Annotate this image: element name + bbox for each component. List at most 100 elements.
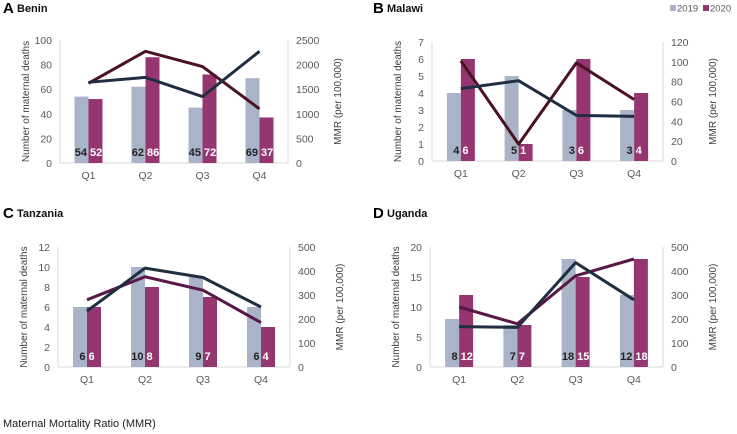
bar-2019 xyxy=(562,110,577,161)
legend-swatch-2020 xyxy=(703,5,709,11)
data-label-2020: 1 xyxy=(520,145,526,157)
y2-tick-label: 120 xyxy=(671,37,689,49)
y2-tick-label: 500 xyxy=(671,242,689,254)
data-label-2020: 72 xyxy=(204,147,216,159)
y-tick-label: 60 xyxy=(40,84,52,96)
panel-benin: A Benin02040608010005001000150020002500Nu… xyxy=(3,0,344,182)
y-tick-label: 6 xyxy=(418,54,424,66)
y2-tick-label: 20 xyxy=(671,136,683,148)
y-tick-label: 40 xyxy=(40,109,52,121)
x-tick-label: Q2 xyxy=(510,374,524,386)
x-tick-label: Q2 xyxy=(138,170,152,182)
x-tick-label: Q4 xyxy=(254,374,268,386)
x-tick-label: Q1 xyxy=(80,374,94,386)
y2-tick-label: 300 xyxy=(298,290,316,302)
panel-tanzania: C Tanzania0246810120100200300400500Number… xyxy=(3,205,346,386)
bar-2020 xyxy=(145,57,160,163)
panel-letter: A xyxy=(3,0,14,17)
x-tick-label: Q4 xyxy=(252,170,266,182)
y2-tick-label: 100 xyxy=(671,338,689,350)
bar-2020 xyxy=(633,259,648,367)
x-tick-label: Q4 xyxy=(627,374,641,386)
bar-2019 xyxy=(131,267,145,367)
y2-tick-label: 40 xyxy=(671,116,683,128)
data-label-2019: 18 xyxy=(562,351,574,363)
y-tick-label: 3 xyxy=(418,105,424,117)
data-label-2019: 6 xyxy=(253,351,259,363)
panel-title: Tanzania xyxy=(17,208,64,220)
bar-2020 xyxy=(517,325,532,367)
y-tick-label: 4 xyxy=(418,88,424,100)
bar-2020 xyxy=(460,59,475,161)
y2-tick-label: 200 xyxy=(298,314,316,326)
y2-tick-label: 60 xyxy=(671,97,683,109)
y2-tick-label: 100 xyxy=(298,338,316,350)
mmr-line-2020 xyxy=(458,257,635,326)
bar-2019 xyxy=(503,325,518,367)
legend-label: 2020 xyxy=(710,4,731,15)
legend-swatch-2019 xyxy=(670,5,676,11)
y2-tick-label: 1000 xyxy=(296,109,320,121)
mmr-line-2019 xyxy=(459,261,635,329)
data-label-2020: 86 xyxy=(147,147,159,159)
y2-tick-label: 0 xyxy=(671,362,677,374)
bar-2020 xyxy=(459,295,474,367)
bar-2020 xyxy=(634,93,649,161)
x-tick-label: Q4 xyxy=(627,168,641,180)
panel-title: Uganda xyxy=(387,208,428,220)
y-tick-label: 0 xyxy=(46,158,52,170)
data-label-2020: 8 xyxy=(147,351,153,363)
y2-tick-label: 2500 xyxy=(296,35,320,47)
y-tick-label: 7 xyxy=(418,37,424,49)
x-tick-label: Q2 xyxy=(138,374,152,386)
bar-2019 xyxy=(446,93,461,161)
panel-title: Benin xyxy=(17,3,48,15)
mmr-line-2020 xyxy=(86,275,262,324)
panel-letter: C xyxy=(3,205,14,222)
bar-2019 xyxy=(188,107,203,163)
legend-label: 2019 xyxy=(677,4,698,15)
y2-tick-label: 0 xyxy=(671,156,677,168)
data-label-2019: 45 xyxy=(189,147,201,159)
panel-letter: B xyxy=(373,0,384,17)
x-tick-label: Q1 xyxy=(452,374,466,386)
y2-axis-title: MMR (per 100,000) xyxy=(335,264,346,351)
panel-title: Malawi xyxy=(387,3,423,15)
x-tick-label: Q3 xyxy=(196,374,210,386)
y2-tick-label: 500 xyxy=(296,133,314,145)
mmr-line-2019 xyxy=(88,50,261,99)
data-label-2019: 5 xyxy=(511,145,517,157)
x-tick-label: Q3 xyxy=(569,168,583,180)
y-axis-title: Number of maternal deaths xyxy=(19,246,30,367)
bar-2019 xyxy=(131,86,146,163)
y-tick-label: 2 xyxy=(44,342,50,354)
bar-2019 xyxy=(74,96,89,163)
y-tick-label: 0 xyxy=(418,156,424,168)
data-label-2020: 6 xyxy=(89,351,95,363)
mmr-line-2019 xyxy=(460,79,635,118)
footer-caption: Maternal Mortality Ratio (MMR) xyxy=(3,418,156,430)
data-label-2020: 15 xyxy=(577,351,589,363)
y-tick-label: 1 xyxy=(418,139,424,151)
bar-2020 xyxy=(518,144,533,161)
y-tick-label: 100 xyxy=(34,35,52,47)
data-label-2019: 4 xyxy=(453,145,460,157)
y2-axis-title: MMR (per 100,000) xyxy=(708,58,719,145)
y-axis-title: Number of maternal deaths xyxy=(393,41,404,162)
bar-2019 xyxy=(620,110,635,161)
bar-2020 xyxy=(202,74,217,163)
data-label-2019: 6 xyxy=(79,351,85,363)
y-tick-label: 8 xyxy=(44,282,50,294)
data-label-2019: 62 xyxy=(132,147,144,159)
x-tick-label: Q3 xyxy=(569,374,583,386)
data-label-2020: 4 xyxy=(263,351,270,363)
y2-tick-label: 300 xyxy=(671,290,689,302)
data-label-2019: 8 xyxy=(452,351,458,363)
data-label-2019: 10 xyxy=(131,351,143,363)
y2-tick-label: 1500 xyxy=(296,84,320,96)
data-label-2019: 12 xyxy=(620,351,632,363)
y-tick-label: 0 xyxy=(44,362,50,374)
bar-2019 xyxy=(189,277,203,367)
